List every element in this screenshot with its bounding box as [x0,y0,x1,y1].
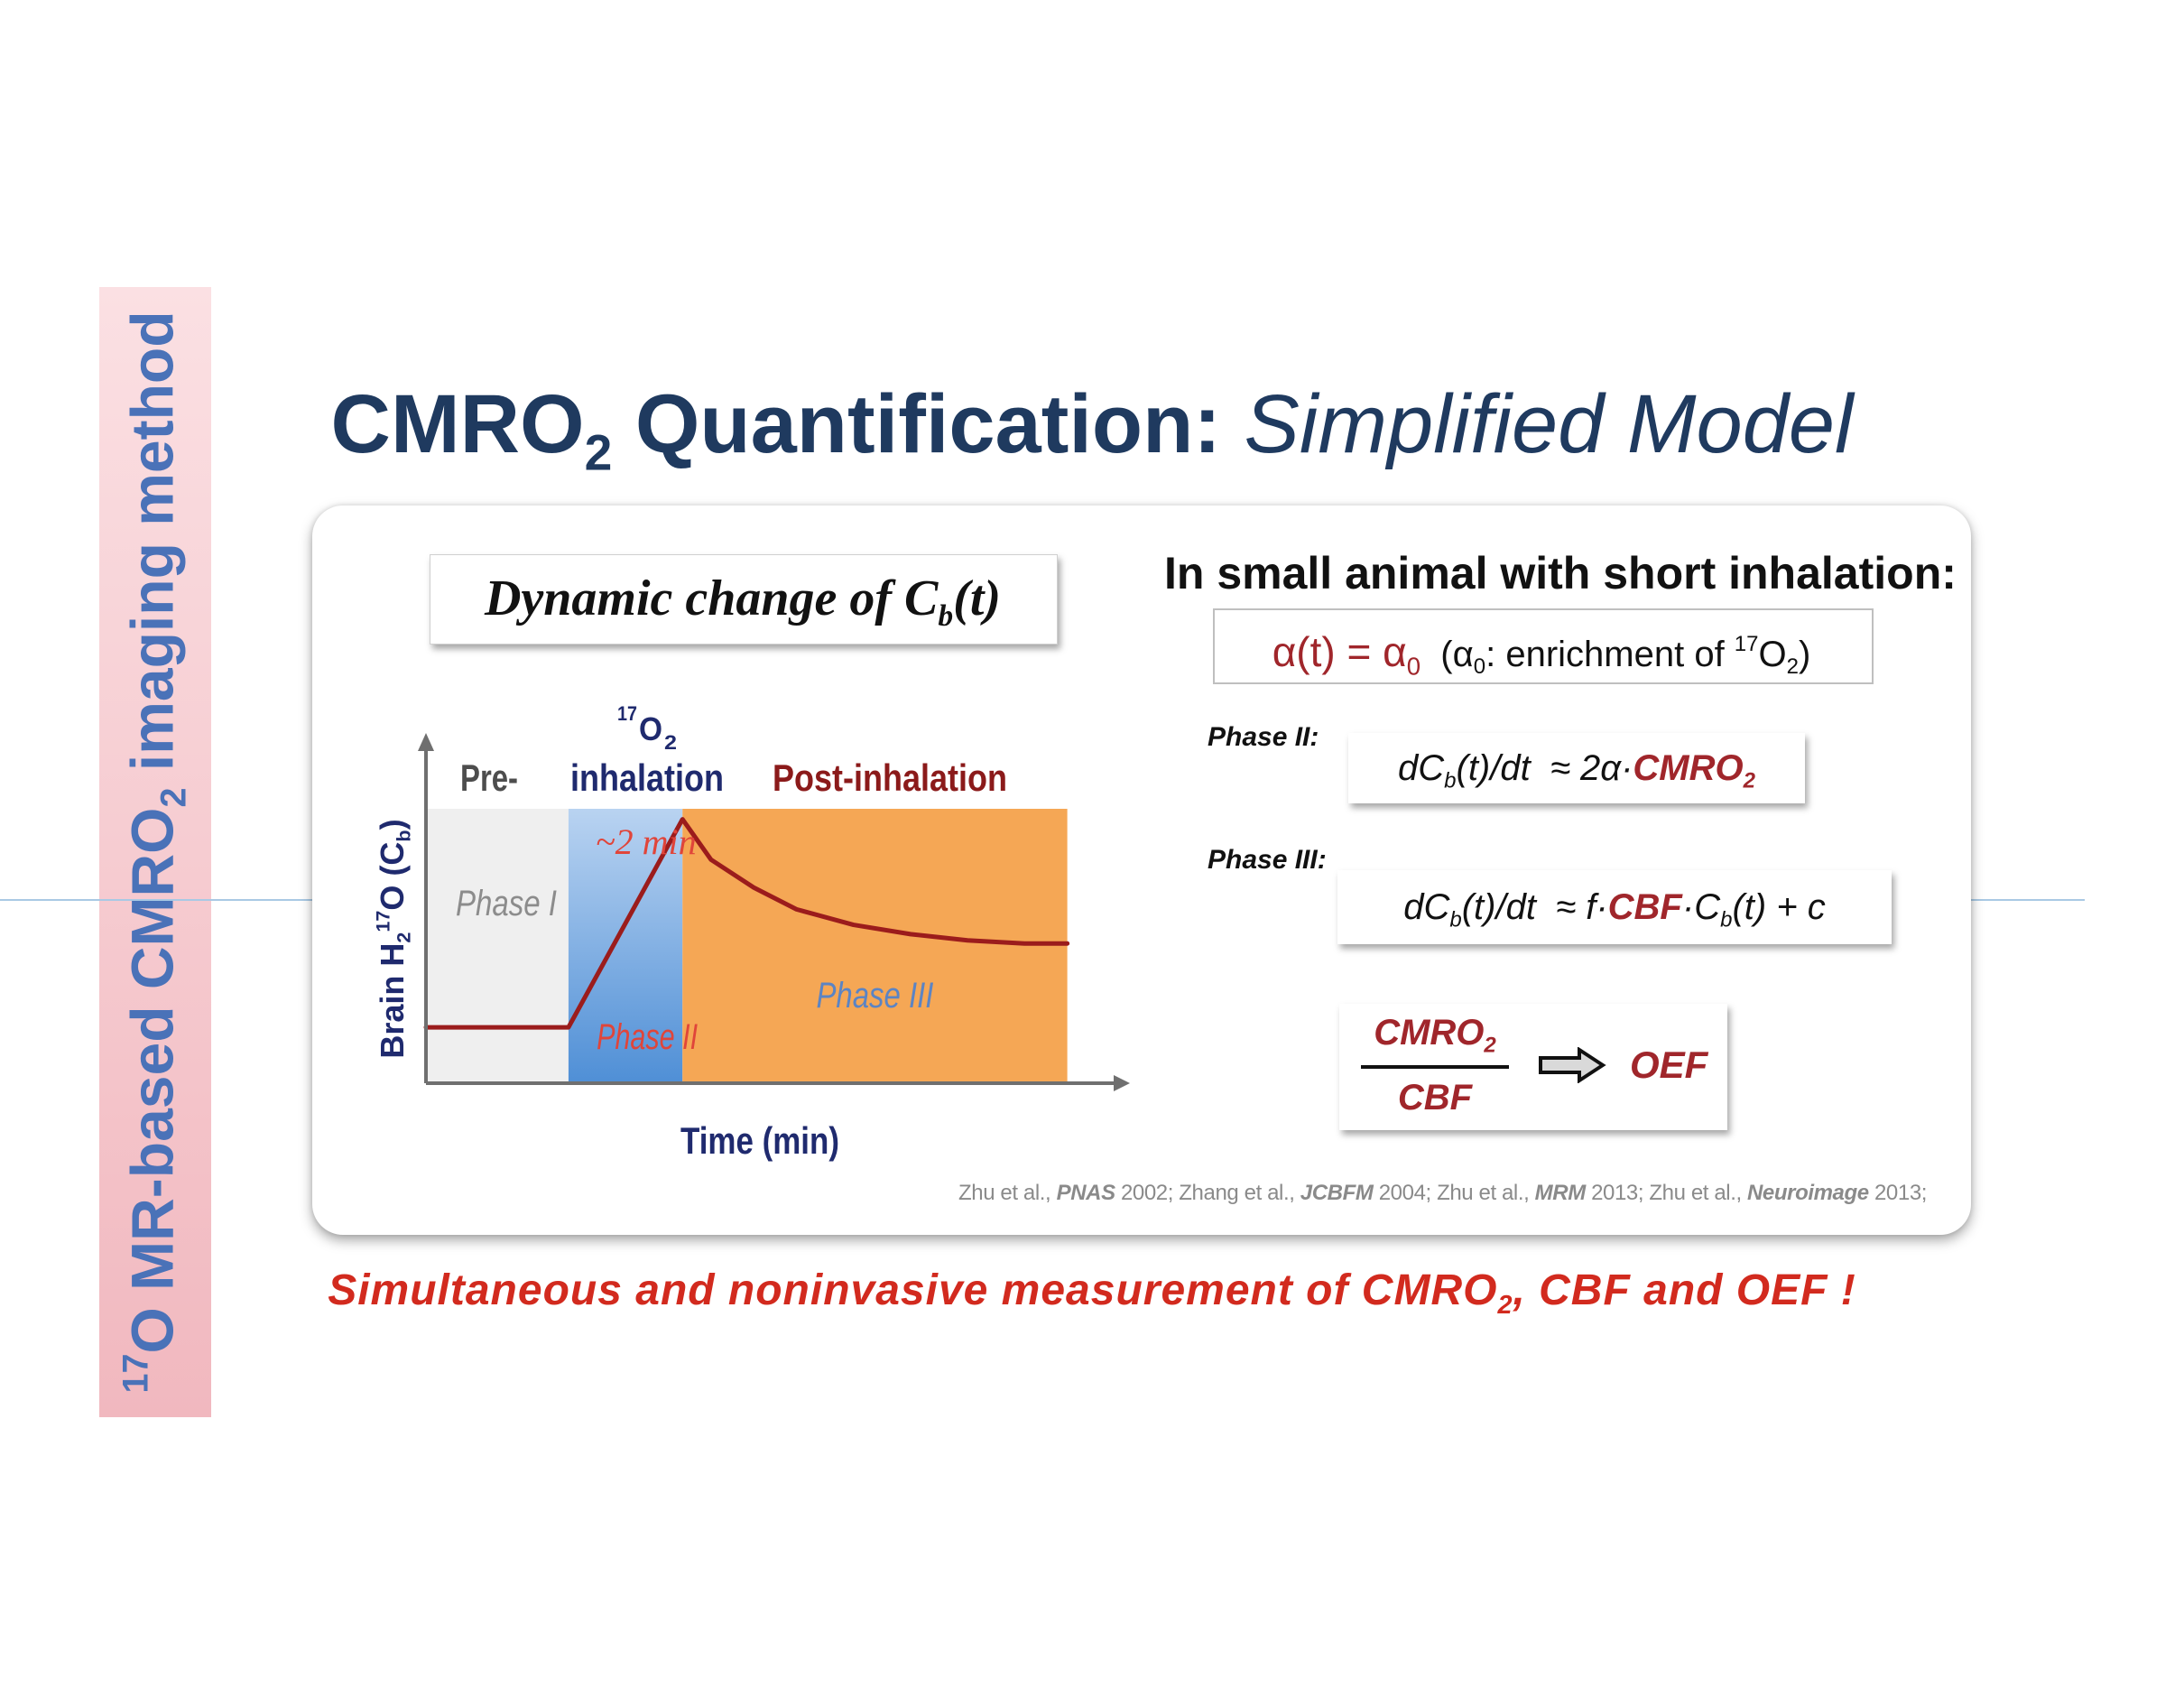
phase2-equation: dCb(t)/dt ≈ 2α·CMRO2 [1398,748,1755,793]
phase-label: Phase III [816,976,933,1016]
reference-item: Zhu et al., MRM 2013; [1437,1181,1650,1205]
alpha-box [1213,608,1874,684]
dynamic-change-box [430,554,1058,645]
alpha-equation: α(t) = α0 (α0: enrichment of 17O2) [1272,627,1811,681]
fraction-bar [1361,1065,1509,1069]
header-post: Post-inhalation [773,756,1007,799]
header-inhal-o: O [639,710,662,747]
x-axis-arrow-icon [1114,1075,1130,1091]
references: Zhu et al., PNAS 2002; Zhang et al., JCB… [958,1181,1927,1206]
phase2-label: Phase II: [1208,722,1319,752]
phase3-equation-box [1337,870,1892,944]
y-axis-arrow-icon [418,733,434,751]
ratio-denominator: CBF [1397,1078,1473,1118]
chart-x-label: Time (min) [680,1119,839,1162]
slide-title: CMRO2 Quantification: Simplified Model [330,378,1854,481]
side-banner [99,287,211,1417]
dynamic-change-label: Dynamic change of Cb(t) [484,570,1002,633]
phase3-label: Phase III: [1208,845,1327,875]
phase-label: Phase II [597,1017,698,1057]
header-inhal: inhalation [570,756,724,799]
header-pre: Pre- [460,756,518,799]
chart-y-label: Brain H217O (Cb) [371,819,415,1059]
bottom-note: Simultaneous and noninvasive measurement… [328,1266,1856,1321]
reference-item: Zhu et al., Neuroimage 2013; [1649,1181,1928,1205]
phase-region-1 [426,809,569,1083]
cb-dynamics-chart: Phase I Phase II Phase III Pre- 17 O 2inhalati… [418,702,1130,1162]
phase-label: Phase I [456,884,557,923]
reference-item: Zhu et al., PNAS 2002; [958,1181,1180,1205]
phase3-equation: dCb(t)/dt ≈ f·CBF·Cb(t) + c [1403,887,1826,932]
phase-region-3 [682,809,1068,1083]
header-inhal-sup: 17 [617,702,637,725]
ratio-result: OEF [1630,1043,1708,1086]
phase2-equation-box [1348,733,1805,803]
header-inhal-sub: 2 [664,731,677,754]
condition-heading: In small animal with short inhalation: [1164,548,1957,598]
ratio-numerator: CMRO2 [1374,1013,1496,1058]
duration-note: ~2 min [596,821,697,862]
implies-arrow-icon [1539,1047,1606,1083]
reference-item: Zhang et al., JCBFM 2004; [1179,1181,1438,1205]
